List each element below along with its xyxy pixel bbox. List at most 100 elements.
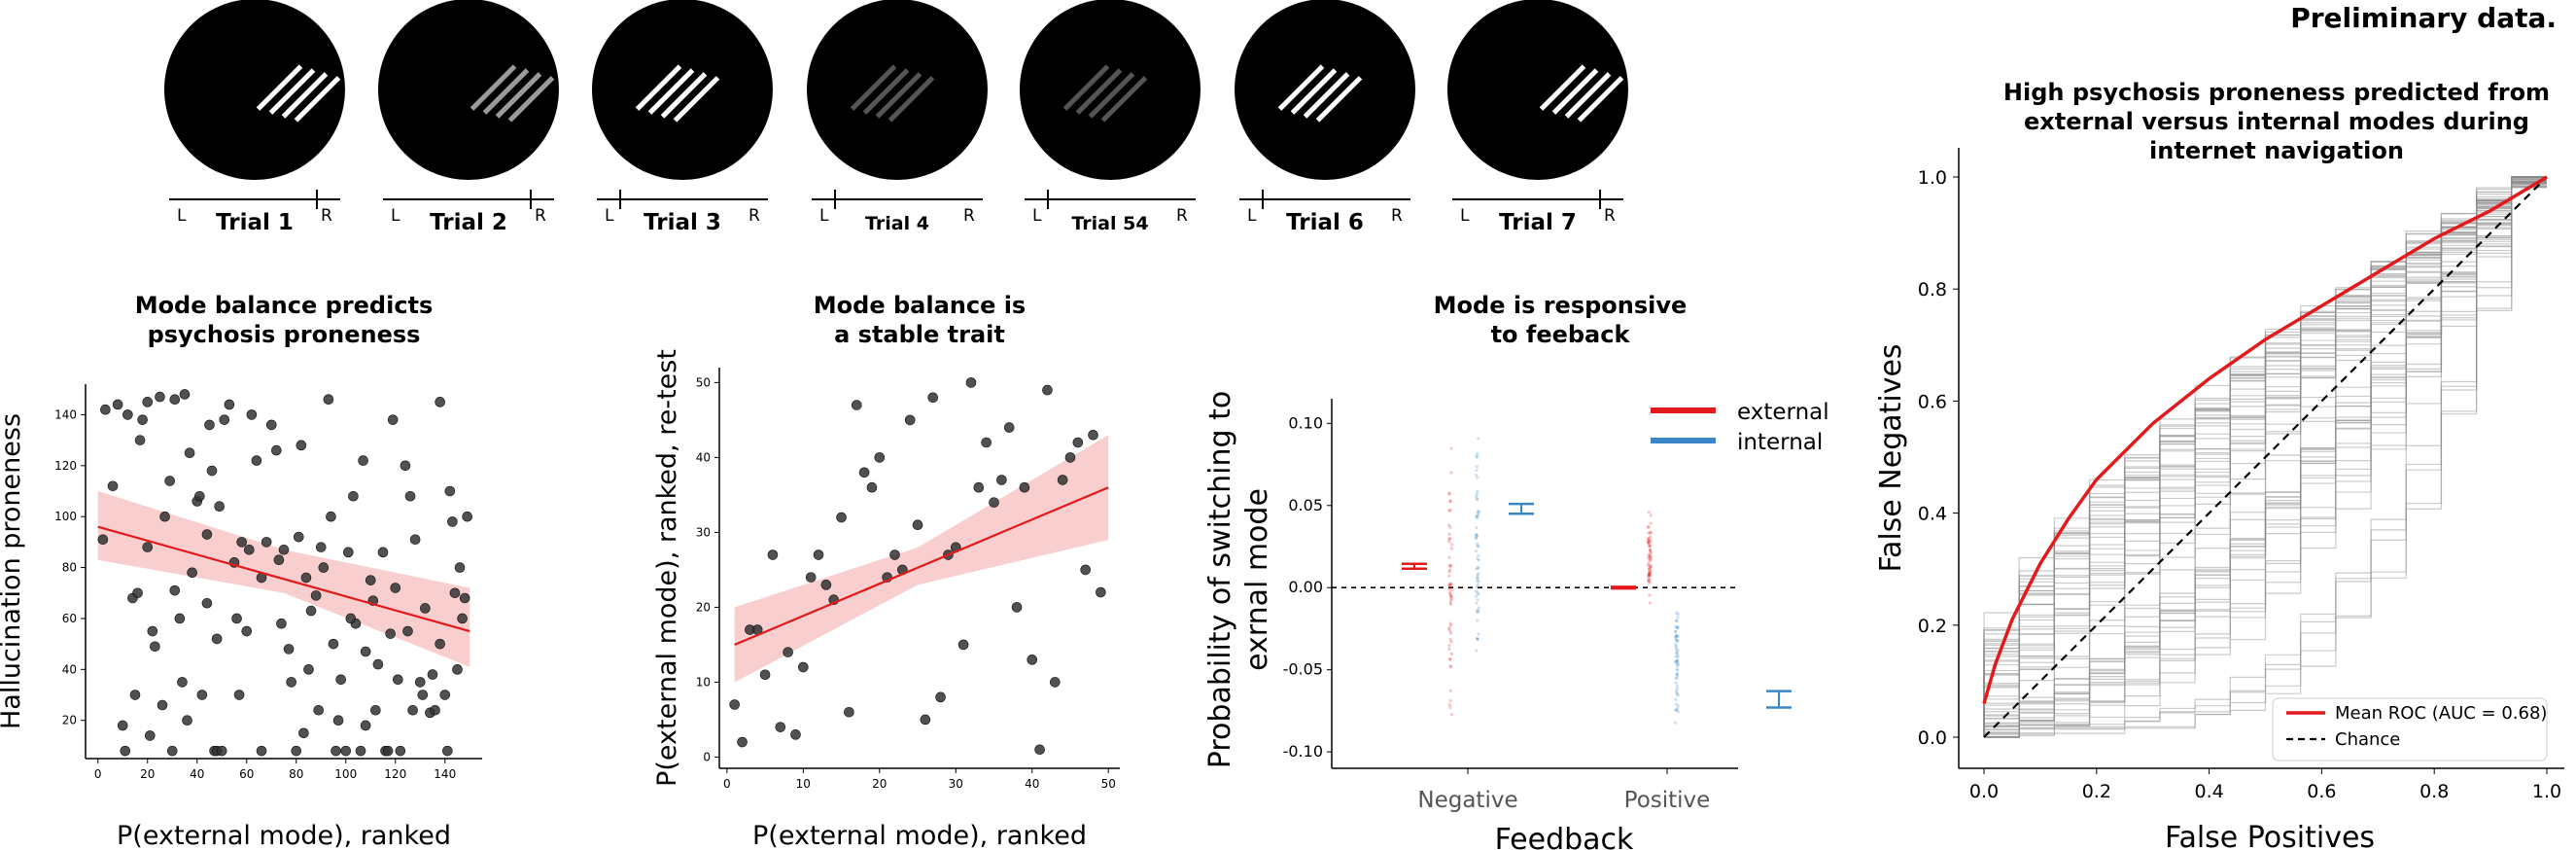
trial-dot [1675, 672, 1680, 676]
data-point [251, 455, 262, 466]
trial-dot [1676, 658, 1680, 662]
data-point [767, 549, 779, 560]
trial-dot [1475, 536, 1479, 541]
data-point [211, 633, 223, 645]
data-point [147, 625, 158, 637]
y-tick-label: -0.05 [1283, 660, 1323, 679]
grating-stripe [635, 64, 682, 111]
trial-dot [1675, 651, 1679, 655]
fold-roc-curve [1984, 182, 2547, 738]
axis-right-label: R [321, 206, 332, 226]
fold-roc-curve [1984, 184, 2547, 738]
trial-dot [1447, 702, 1451, 707]
y-tick-label: 0.00 [1288, 578, 1323, 596]
data-point [164, 476, 175, 486]
fold-roc-curve [1983, 176, 2547, 737]
chart-retest-scatter: Mode balance isa stable trait 0 10 20 30 40 50… [652, 292, 1120, 850]
data-point [957, 639, 969, 651]
trial-dot [1447, 537, 1451, 542]
fold-roc-curve [1983, 176, 2547, 737]
grating-stripe [1062, 64, 1110, 111]
trial-dot [1674, 648, 1679, 652]
axis-right-label: R [535, 206, 546, 226]
regression-line [97, 525, 470, 633]
fold-roc-curve [1983, 176, 2547, 737]
data-point [313, 704, 325, 716]
data-point [326, 511, 336, 522]
trial-dot [1648, 570, 1652, 575]
trial-dot [1647, 567, 1652, 571]
confidence-band [734, 435, 1109, 683]
data-point [278, 544, 290, 555]
trial-dot [1676, 655, 1680, 659]
y-tick-label: -0.10 [1283, 742, 1323, 761]
data-point [805, 572, 817, 583]
trial-dot [1449, 585, 1453, 589]
fold-roc-curve [1984, 176, 2547, 738]
trial-dot [1674, 708, 1678, 712]
data-point [390, 583, 401, 593]
fold-roc-curve [1984, 176, 2547, 738]
data-point [117, 720, 128, 731]
chart-roc: High psychosis proneness predicted frome… [1874, 79, 2564, 850]
trial-dot [1647, 578, 1651, 582]
trial-dot [1475, 610, 1479, 615]
data-point [775, 722, 786, 732]
x-tick-label: 20 [140, 767, 155, 781]
axis-right-label: R [963, 206, 975, 226]
fold-roc-curve [1983, 182, 2547, 737]
trial-dot [1447, 492, 1451, 496]
data-point [790, 729, 801, 740]
trial-dot [1475, 468, 1479, 473]
data-point [392, 674, 403, 686]
grating-stripe [673, 76, 720, 123]
data-point [452, 664, 463, 675]
data-point [129, 690, 141, 700]
data-point [360, 646, 371, 657]
x-tick-label: 1.0 [2532, 781, 2561, 802]
trial-dot [1474, 549, 1479, 553]
trial-dot [1476, 608, 1479, 613]
trial-dot [1649, 569, 1654, 573]
trial-dot [1475, 649, 1479, 653]
data-point [449, 587, 461, 599]
trial-dot [1648, 559, 1652, 563]
data-point [236, 537, 247, 548]
trial-dot [1649, 557, 1653, 561]
data-point [157, 699, 168, 711]
x-tick-label: 0.2 [2082, 781, 2111, 802]
trial-dot [1448, 509, 1452, 513]
fold-roc-curve [1983, 181, 2547, 737]
data-point [298, 727, 309, 739]
legend-label: external [1737, 400, 1829, 425]
data-point [335, 674, 346, 686]
fold-roc-curve [1983, 176, 2547, 737]
data-point [420, 603, 431, 614]
chart-title: Mode is responsive [1434, 292, 1688, 319]
grating-stripe [482, 68, 530, 115]
data-point [851, 400, 862, 410]
trial-dot [1476, 451, 1479, 456]
y-tick-label: 140 [54, 407, 77, 421]
data-point [145, 730, 156, 741]
y-axis-label: Hallucination proneness [0, 413, 26, 729]
data-point [402, 625, 413, 637]
trial-dot [1448, 631, 1453, 635]
trial-dot [1476, 637, 1479, 641]
trial-dot [1448, 629, 1452, 633]
trial-dot [1675, 611, 1679, 615]
trial-5: L R Trial 54 [1020, 0, 1201, 234]
trial-dot [1476, 598, 1479, 602]
trial-dot [1447, 625, 1451, 629]
y-tick-label: 0.05 [1288, 496, 1323, 514]
trial-dot [1675, 707, 1680, 711]
trial-dot [1649, 544, 1653, 548]
trial-dot [1648, 578, 1652, 582]
y-tick-label: 40 [62, 662, 77, 676]
trial-dot [1647, 573, 1651, 577]
trial-dot [1649, 555, 1653, 559]
trial-dot [1674, 697, 1678, 701]
trial-dot [1647, 572, 1651, 576]
fold-roc-curve [1983, 176, 2547, 737]
